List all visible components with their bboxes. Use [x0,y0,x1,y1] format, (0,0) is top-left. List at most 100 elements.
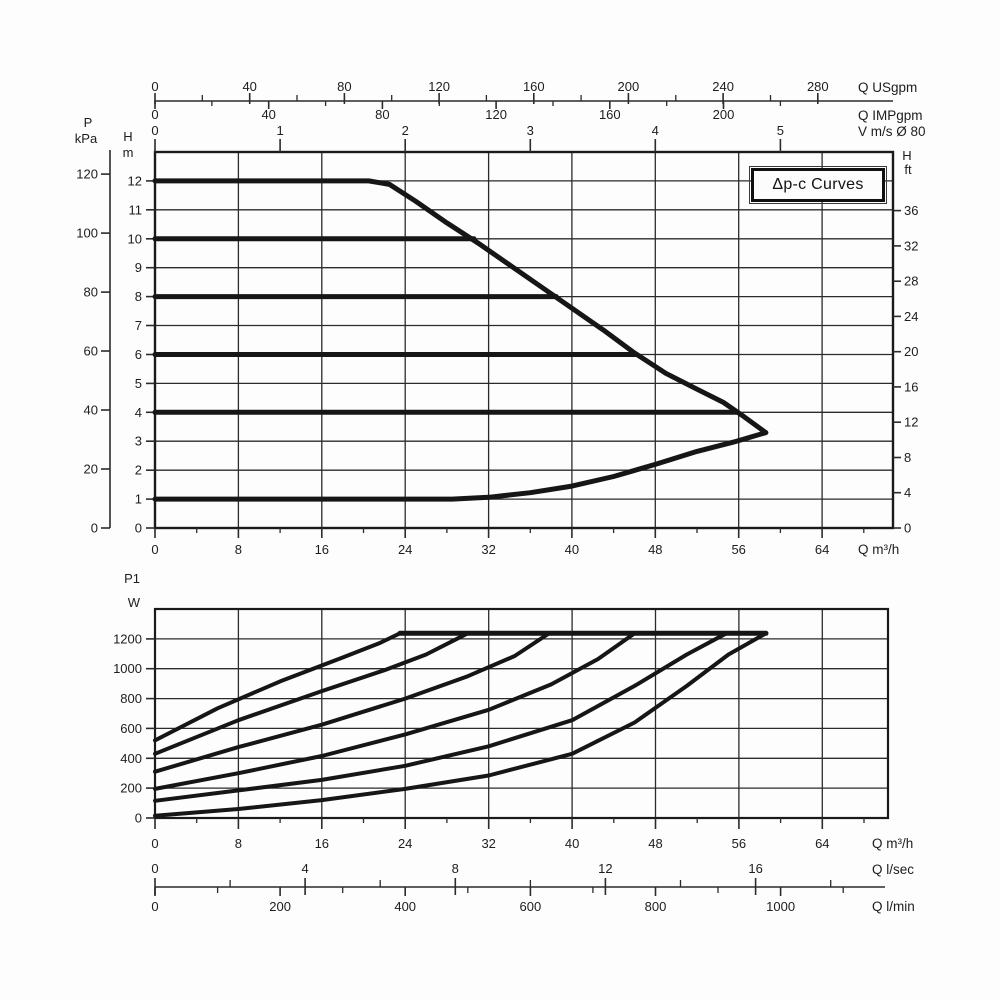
tick-label: 0 [151,861,158,876]
tick-label: 24 [904,309,918,324]
tick-label: 3 [135,434,142,449]
tick-label: 200 [618,79,640,94]
curve-power-6m [153,631,637,791]
tick-label: 800 [120,691,142,706]
tick-label: 1 [135,492,142,507]
tick-label: 200 [120,781,142,796]
ft-axis-name: H [902,148,911,163]
tick-label: 0 [151,123,158,138]
tick-label: 32 [481,836,495,851]
tick-label: 16 [904,379,918,394]
tick-label: 240 [712,79,734,94]
tick-label: 56 [732,836,746,851]
tick-label: 56 [731,542,745,557]
tick-label: 600 [120,721,142,736]
tick-label: 0 [904,521,911,536]
tick-label: 20 [84,462,98,477]
tick-label: 3 [527,123,534,138]
tick-label: 80 [375,107,389,122]
power-plot-frame [153,607,890,820]
tick-label: 8 [235,836,242,851]
tick-label: 64 [815,542,829,557]
tick-label: 5 [777,123,784,138]
dpc-curves-title: Δp-c Curves [772,176,864,193]
tick-label: 16 [748,861,762,876]
tick-label: 4 [904,485,911,500]
tick-label: 1000 [113,661,142,676]
lmin-unit-label: Q l/min [872,899,915,914]
tick-label: 24 [398,542,412,557]
tick-label: 32 [904,238,918,253]
power-axis-name: P1 [124,571,140,586]
tick-label: 7 [135,318,142,333]
flow-lsec-lmin-scales: 0 4 8 12 16 Q l/sec 0 200 400 600 800 1000 Q l/min [151,861,914,914]
kpa-axis-name: P [84,115,93,130]
tick-label: 200 [269,899,291,914]
lsec-unit-label: Q l/sec [872,862,914,877]
tick-label: 1 [276,123,283,138]
tick-label: 5 [135,376,142,391]
tick-label: 2 [402,123,409,138]
curve-min-speed-curve [152,430,769,502]
tick-label: 200 [713,107,735,122]
kpa-axis-unit: kPa [75,131,98,146]
tick-label: 12 [128,173,142,188]
tick-label: 10 [128,231,142,246]
tick-label: 24 [398,836,412,851]
head-x-axis: 0 8 16 24 32 40 48 56 64 Q m³/h [151,528,899,557]
tick-label: 280 [807,79,829,94]
tick-label: 9 [135,260,142,275]
tick-label: 36 [904,203,918,218]
tick-label: 64 [815,836,829,851]
head-axis-name: H [123,129,132,144]
tick-label: 1200 [113,631,142,646]
tick-label: 0 [135,521,142,536]
head-plot-frame [153,150,895,530]
tick-label: 0 [151,107,158,122]
curve-power-10m [153,631,470,756]
tick-label: 4 [135,405,142,420]
tick-label: 600 [520,899,542,914]
tick-label: 80 [337,79,351,94]
tick-label: 40 [242,79,256,94]
top-scale-unit-label: Q USgpm [858,80,917,95]
dpc-curves-title-box: Δp-c Curves [749,166,887,204]
tick-label: 80 [84,285,98,300]
tick-label: 8 [452,861,459,876]
power-axis-unit: W [128,595,141,610]
tick-label: 12 [598,861,612,876]
tick-label: 120 [485,107,507,122]
ft-axis-unit: ft [904,162,912,177]
tick-label: 8 [904,450,911,465]
tick-label: 8 [135,289,142,304]
curve-max-speed-curve [152,178,769,436]
head-series [152,178,769,502]
head-grid [155,152,893,528]
curve-power-1m [153,631,768,818]
curve-power-12m [153,631,402,743]
tick-label: 16 [315,542,329,557]
x-axis-unit-label: Q m³/h [872,836,913,851]
tick-label: 0 [151,899,158,914]
tick-label: 800 [645,899,667,914]
tick-label: 8 [235,542,242,557]
tick-label: 400 [394,899,416,914]
tick-label: 0 [135,811,142,826]
tick-label: 16 [315,836,329,851]
tick-label: 160 [599,107,621,122]
tick-label: 1000 [766,899,795,914]
tick-label: 32 [481,542,495,557]
tick-label: 48 [648,542,662,557]
tick-label: 40 [261,107,275,122]
tick-label: 40 [565,836,579,851]
tick-label: 40 [565,542,579,557]
curve-power-8m [153,631,552,774]
tick-label: 2 [135,463,142,478]
power-x-axis: 0 8 16 24 32 40 48 56 64 Q m³/h [151,818,913,851]
tick-label: 0 [91,521,98,536]
tick-label: 100 [76,226,98,241]
tick-label: 4 [301,861,308,876]
